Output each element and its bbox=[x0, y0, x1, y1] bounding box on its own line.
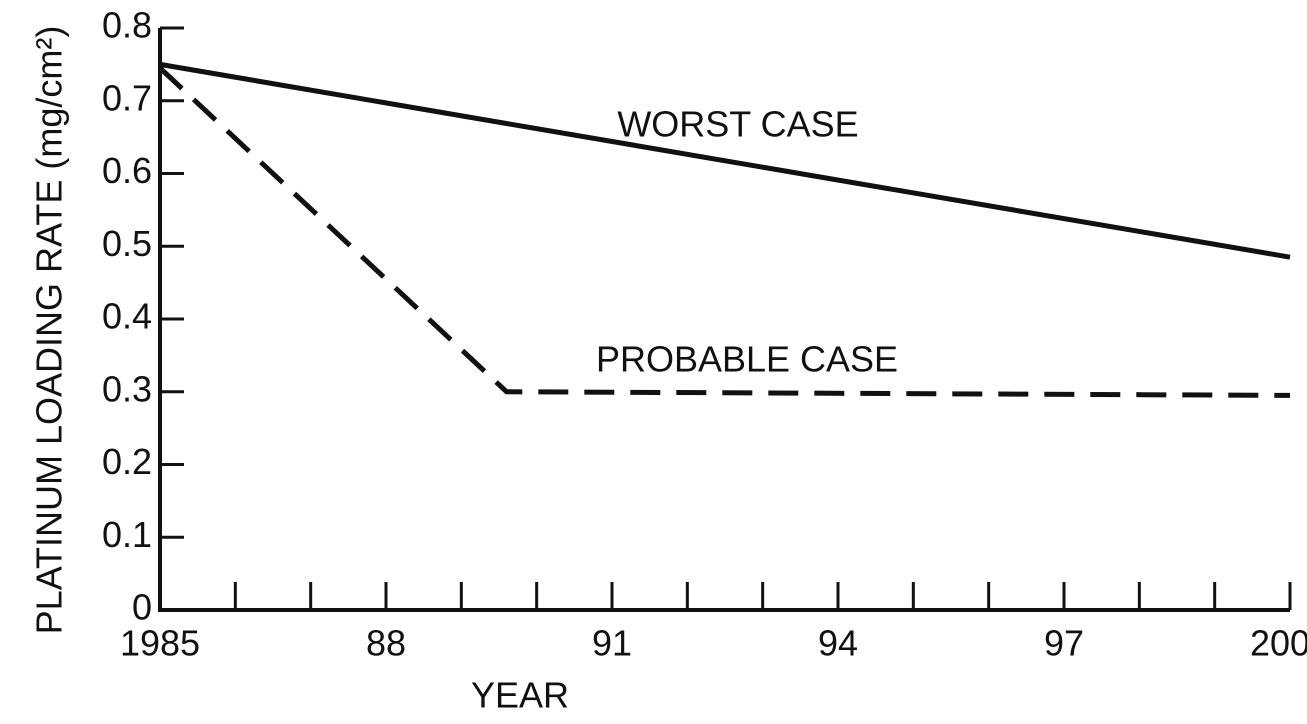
y-tick-label: 0.3 bbox=[102, 368, 152, 409]
x-tick-label: 97 bbox=[1044, 623, 1084, 664]
y-tick-label: 0 bbox=[132, 587, 152, 628]
x-tick-label: 91 bbox=[592, 623, 632, 664]
y-tick-label: 0.1 bbox=[102, 514, 152, 555]
y-tick-label: 0.8 bbox=[102, 5, 152, 46]
x-tick-label: 94 bbox=[818, 623, 858, 664]
y-tick-label: 0.7 bbox=[102, 77, 152, 118]
series-label: WORST CASE bbox=[617, 104, 858, 145]
y-axis-label: PLATINUM LOADING RATE (mg/cm²) bbox=[29, 26, 70, 635]
y-tick-label: 0.4 bbox=[102, 296, 152, 337]
series-line bbox=[159, 61, 1291, 260]
x-axis-label: YEAR bbox=[471, 675, 569, 716]
y-tick-label: 0.2 bbox=[102, 441, 152, 482]
x-tick-label: 88 bbox=[366, 623, 406, 664]
series-label: PROBABLE CASE bbox=[596, 339, 898, 380]
y-tick-label: 0.6 bbox=[102, 150, 152, 191]
x-tick-label: 1985 bbox=[120, 623, 200, 664]
x-tick-label: 2000 bbox=[1250, 623, 1307, 664]
y-tick-label: 0.5 bbox=[102, 223, 152, 264]
series-line bbox=[158, 66, 1291, 398]
